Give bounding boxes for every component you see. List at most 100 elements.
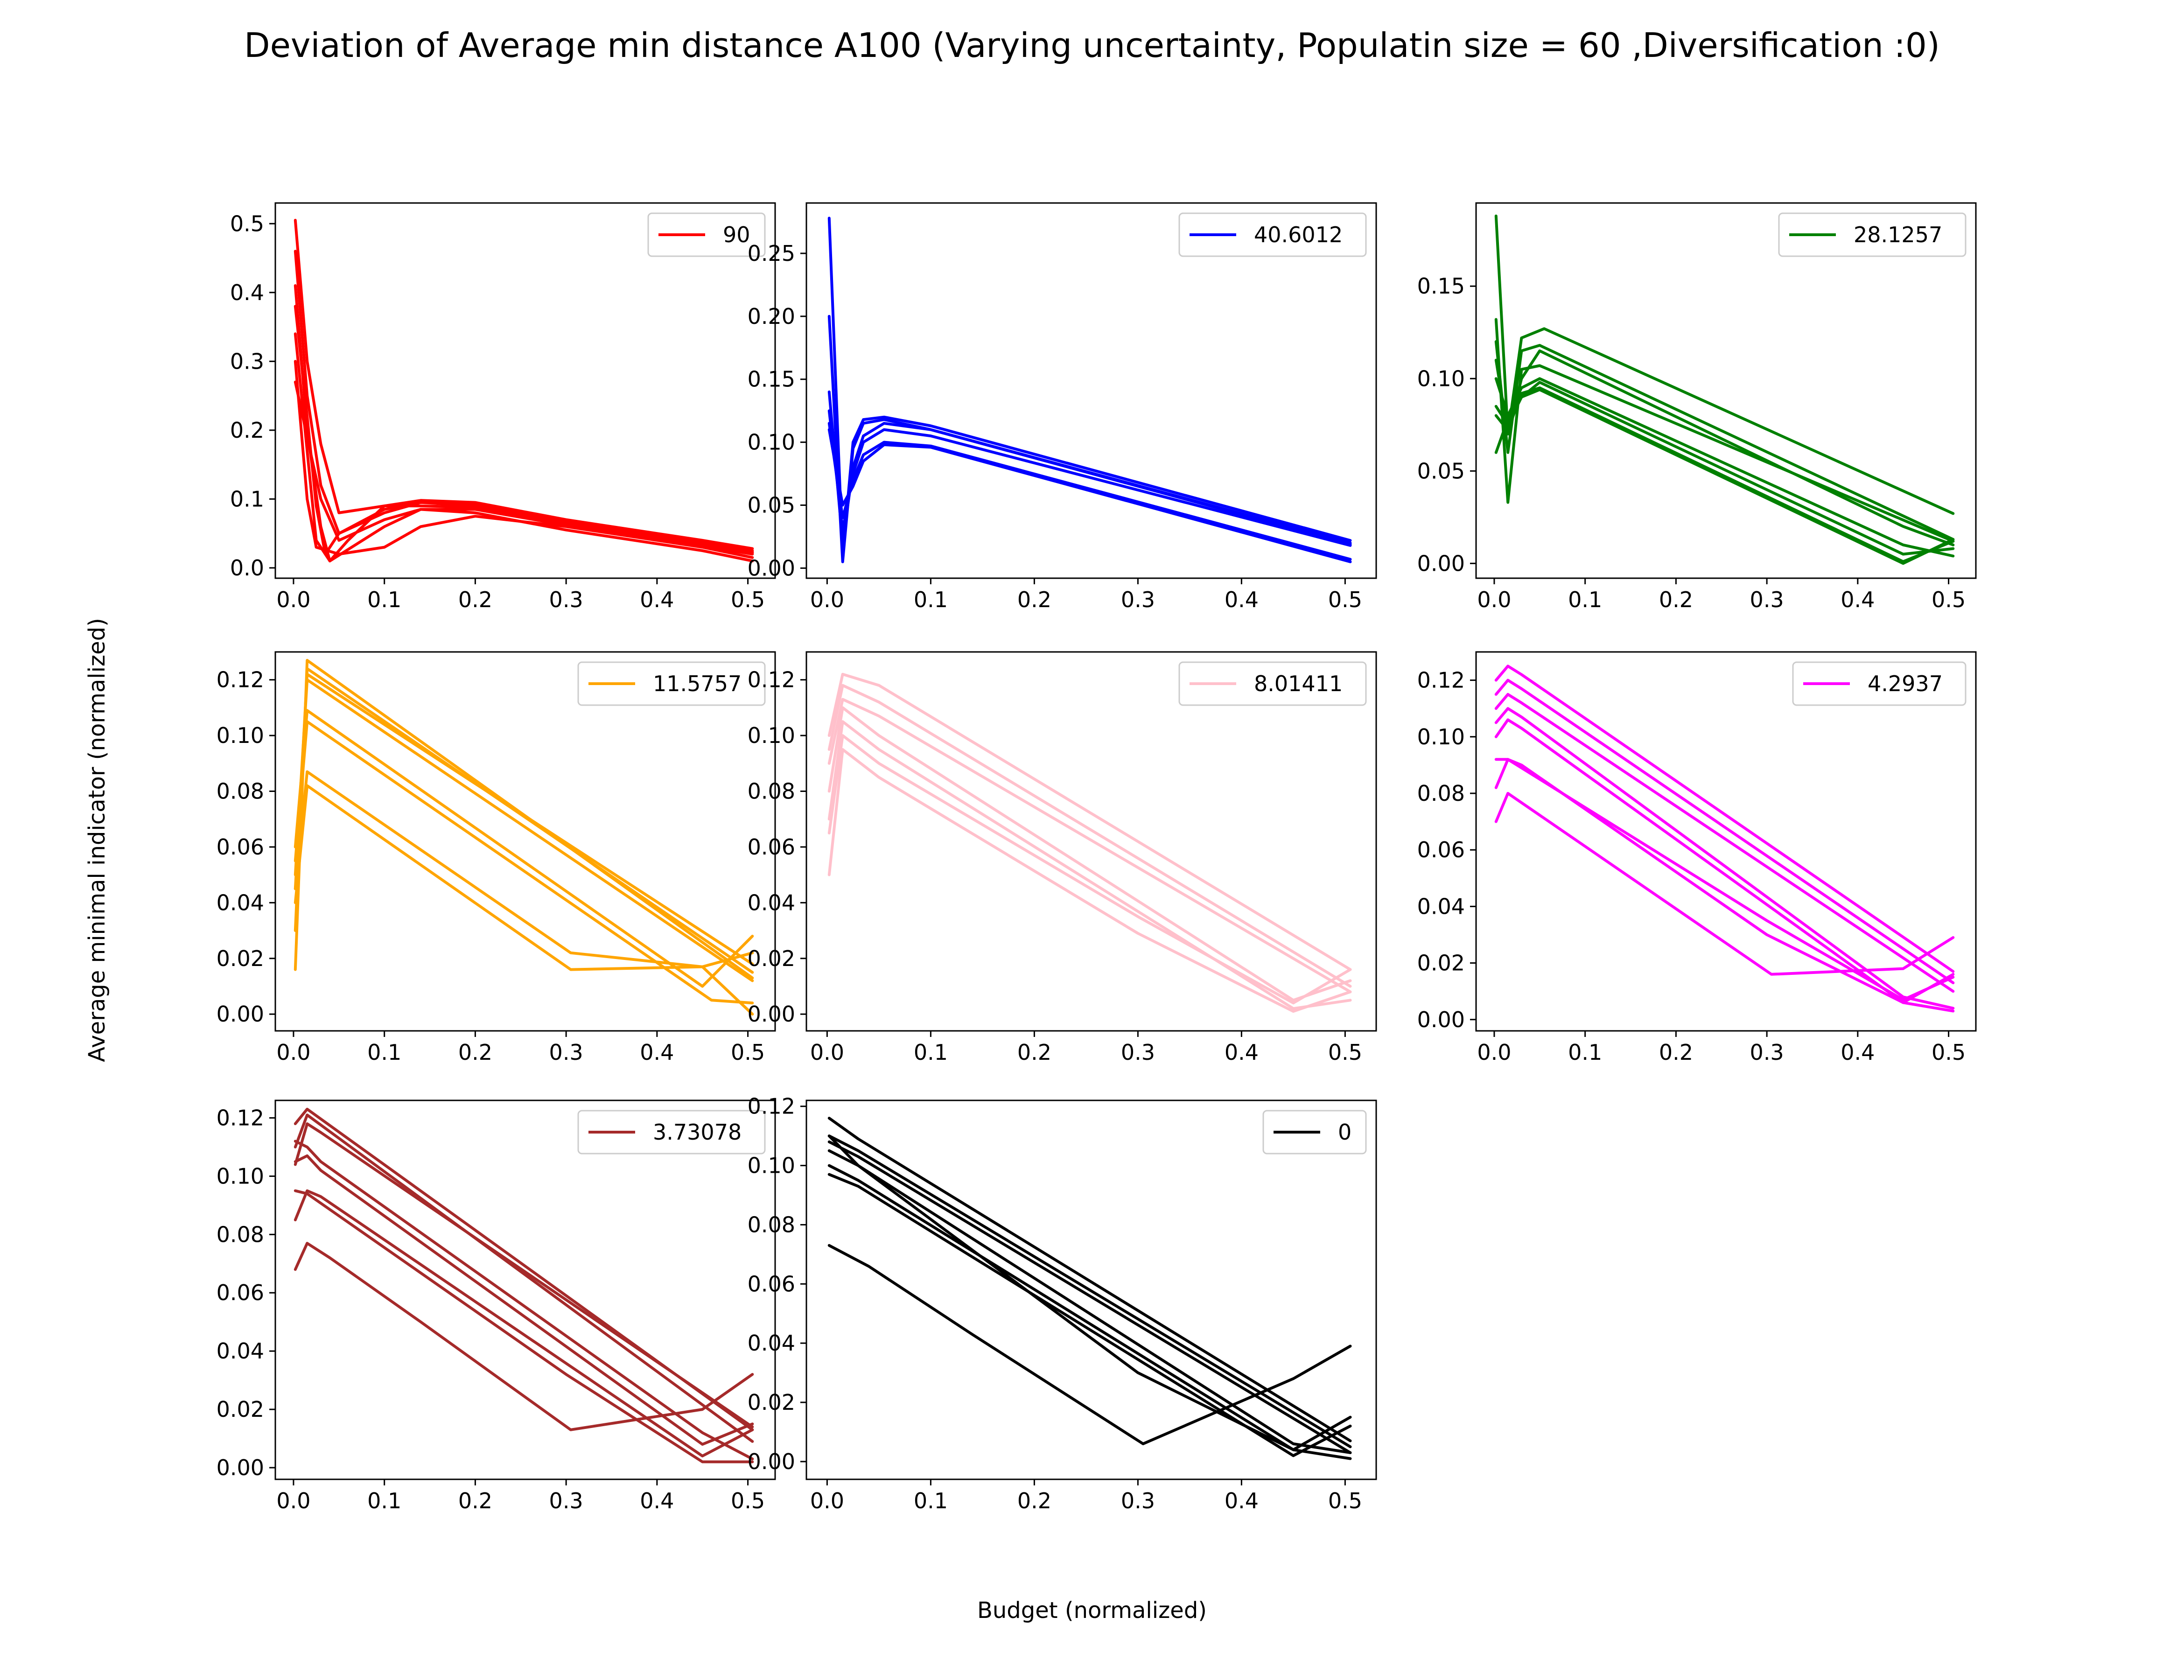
y-tick-label: 0.06 bbox=[217, 1280, 264, 1305]
x-tick-label: 0.0 bbox=[810, 587, 844, 612]
series-line-8 bbox=[294, 1242, 754, 1431]
x-tick-label: 0.3 bbox=[549, 1040, 583, 1065]
y-tick-label: 0.04 bbox=[217, 890, 264, 915]
x-tick-label: 0.1 bbox=[367, 1040, 401, 1065]
legend: 4.2937 bbox=[1792, 661, 1967, 706]
y-tick-label: 0.06 bbox=[748, 1271, 795, 1296]
subplot-3: 0.0 0.1 0.2 0.3 0.4 0.5 0.00 0.05 0.10 0.15 28.125… bbox=[1417, 202, 1977, 612]
series-line-6 bbox=[294, 720, 754, 1005]
x-tick-label: 0.0 bbox=[276, 1040, 310, 1065]
x-tick-label: 0.4 bbox=[640, 1488, 674, 1513]
x-tick-label: 0.5 bbox=[1328, 1488, 1362, 1513]
legend-box bbox=[647, 212, 766, 257]
x-tick-label: 0.5 bbox=[731, 1040, 765, 1065]
y-tick-label: 0.04 bbox=[748, 890, 795, 915]
y-tick-label: 0.06 bbox=[217, 834, 264, 860]
x-tick-label: 0.1 bbox=[914, 587, 948, 612]
series-line-2 bbox=[1494, 679, 1955, 984]
x-tick-label: 0.0 bbox=[810, 1040, 844, 1065]
series-line-5 bbox=[294, 1154, 754, 1446]
x-tick-label: 0.1 bbox=[1568, 587, 1602, 612]
plot-frame bbox=[805, 1099, 1377, 1480]
y-tick-label: 0.10 bbox=[1417, 366, 1465, 391]
x-tick-label: 0.0 bbox=[1477, 587, 1511, 612]
legend: 11.5757 bbox=[577, 661, 766, 706]
y-tick-label: 0.02 bbox=[748, 946, 795, 971]
x-tick-label: 0.2 bbox=[458, 1488, 492, 1513]
series-group bbox=[1494, 665, 1955, 1013]
series-line-4 bbox=[294, 1140, 754, 1461]
figure-title: Deviation of Average min distance A100 (… bbox=[244, 26, 1940, 65]
y-tick-label: 0.12 bbox=[748, 667, 795, 693]
series-group bbox=[294, 1107, 754, 1463]
legend: 3.73078 bbox=[577, 1110, 766, 1155]
y-tick-label: 0.02 bbox=[217, 946, 264, 971]
x-tick-label: 0.2 bbox=[1017, 1488, 1051, 1513]
y-tick-label: 0.08 bbox=[748, 1212, 795, 1237]
y-tick-label: 0.08 bbox=[217, 779, 264, 804]
y-tick-label: 0.10 bbox=[748, 1153, 795, 1178]
legend-label: 8.01411 bbox=[1254, 671, 1343, 696]
series-line-4 bbox=[827, 409, 1352, 547]
y-tick-label: 0.10 bbox=[1417, 724, 1465, 749]
plot-frame bbox=[805, 651, 1377, 1032]
plot-frame bbox=[1475, 651, 1977, 1032]
series-line-8 bbox=[1494, 388, 1955, 565]
series-line-1 bbox=[827, 672, 1352, 971]
y-tick-label: 0.04 bbox=[748, 1330, 795, 1356]
series-line-1 bbox=[1494, 665, 1955, 973]
x-tick-label: 0.4 bbox=[640, 1040, 674, 1065]
x-tick-label: 0.2 bbox=[1659, 587, 1693, 612]
y-tick-label: 0.15 bbox=[748, 367, 795, 392]
x-tick-label: 0.5 bbox=[1328, 1040, 1362, 1065]
series-line-2 bbox=[827, 684, 1352, 988]
x-tick-label: 0.3 bbox=[1121, 587, 1155, 612]
y-tick-label: 0.00 bbox=[748, 555, 795, 581]
y-tick-label: 0.25 bbox=[748, 241, 795, 266]
y-axis-label: Average minimal indicator (normalized) bbox=[84, 618, 110, 1062]
x-tick-label: 0.5 bbox=[731, 587, 765, 612]
series-line-7 bbox=[294, 770, 754, 1016]
y-tick-label: 0.02 bbox=[1417, 951, 1465, 976]
series-line-4 bbox=[827, 1149, 1352, 1454]
legend: 90 bbox=[647, 212, 766, 257]
series-group bbox=[827, 1117, 1352, 1460]
x-tick-label: 0.5 bbox=[1328, 587, 1362, 612]
x-tick-label: 0.5 bbox=[731, 1488, 765, 1513]
y-tick-label: 0.06 bbox=[748, 834, 795, 860]
x-tick-label: 0.4 bbox=[1225, 1040, 1259, 1065]
series-group bbox=[1494, 214, 1955, 565]
y-tick-label: 0.06 bbox=[1417, 837, 1465, 862]
series-line-3 bbox=[1494, 693, 1955, 993]
legend-box bbox=[577, 661, 766, 706]
legend-box bbox=[1778, 212, 1967, 257]
series-line-8 bbox=[1494, 792, 1955, 976]
subplot-8: 0.0 0.1 0.2 0.3 0.4 0.5 0.00 0.02 0.04 0.06 0.08 0.… bbox=[748, 1094, 1377, 1513]
series-line-2 bbox=[294, 1113, 754, 1443]
series-line-8 bbox=[827, 1244, 1352, 1445]
legend-label: 28.1257 bbox=[1854, 222, 1942, 247]
series-line-7 bbox=[294, 380, 754, 563]
y-tick-label: 0.0 bbox=[230, 555, 264, 581]
x-tick-label: 0.0 bbox=[276, 1488, 310, 1513]
subplot-5: 0.0 0.1 0.2 0.3 0.4 0.5 0.00 0.02 0.04 0.06 0.08 0.… bbox=[748, 651, 1377, 1065]
series-group bbox=[294, 658, 754, 1016]
series-line-6 bbox=[294, 360, 754, 559]
series-line-4 bbox=[1494, 707, 1955, 1010]
y-tick-label: 0.00 bbox=[217, 1455, 264, 1480]
x-tick-label: 0.3 bbox=[549, 587, 583, 612]
legend-box bbox=[1178, 212, 1367, 257]
series-line-5 bbox=[827, 1164, 1352, 1451]
legend: 40.6012 bbox=[1178, 212, 1367, 257]
plot-frame bbox=[274, 1099, 776, 1480]
x-tick-label: 0.0 bbox=[276, 587, 310, 612]
legend-label: 4.2937 bbox=[1868, 671, 1943, 696]
series-group bbox=[294, 218, 754, 563]
legend: 28.1257 bbox=[1778, 212, 1967, 257]
y-tick-label: 0.10 bbox=[748, 430, 795, 455]
series-line-6 bbox=[827, 734, 1352, 1005]
legend-label: 11.5757 bbox=[653, 671, 742, 696]
subplot-grid: 0.0 0.1 0.2 0.3 0.4 0.50.00.10.20.30.40.5 900.… bbox=[217, 202, 1977, 1513]
legend: 8.01411 bbox=[1178, 661, 1367, 706]
x-tick-label: 0.1 bbox=[914, 1488, 948, 1513]
